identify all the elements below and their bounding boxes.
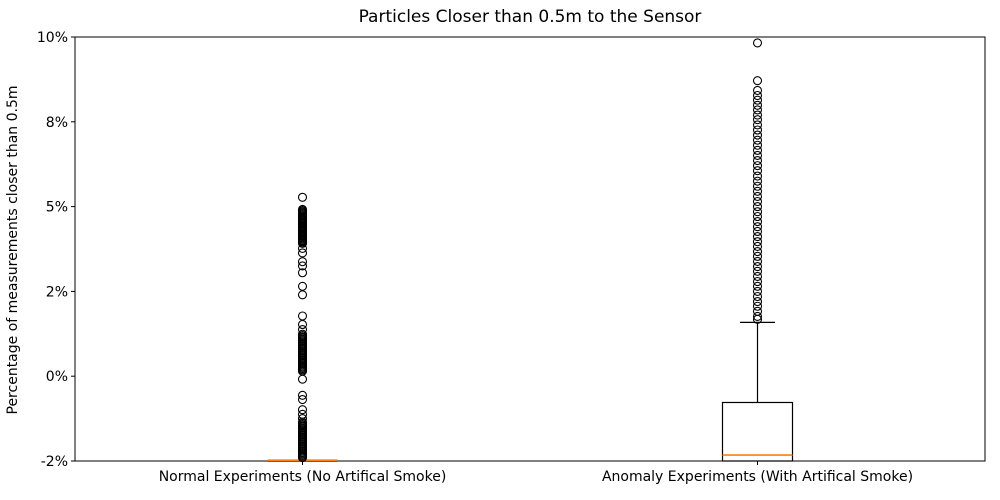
flier-point	[297, 390, 308, 400]
flier-point	[752, 271, 763, 281]
flier-point	[752, 100, 763, 110]
flier-point	[297, 268, 308, 278]
flier-point	[752, 266, 763, 276]
flier-point	[297, 405, 308, 415]
flier-point	[752, 145, 763, 155]
flier-point	[752, 222, 763, 232]
flier-point	[752, 311, 763, 321]
flier-point	[752, 314, 763, 324]
flier-point	[297, 311, 308, 321]
flier-point	[752, 241, 763, 252]
flier-point	[752, 291, 763, 302]
flier-point	[752, 232, 763, 242]
flier-point	[752, 176, 763, 186]
x-tick-label: Normal Experiments (No Artifical Smoke)	[159, 469, 447, 485]
y-tick-label: 10%	[37, 30, 68, 46]
flier-point	[752, 85, 763, 95]
flier-point	[752, 135, 763, 145]
flier-point	[297, 290, 308, 300]
flier-point	[752, 301, 763, 311]
y-tick-label: 0%	[46, 369, 68, 385]
flier-point	[752, 76, 763, 86]
flier-point	[752, 202, 763, 212]
y-tick-label: 8%	[46, 115, 68, 131]
flier-point	[752, 95, 763, 105]
flier-point	[752, 286, 763, 296]
flier-point	[752, 181, 763, 191]
flier-point	[297, 248, 308, 258]
flier-point	[297, 238, 308, 248]
flier-point	[752, 251, 763, 261]
flier-point	[752, 297, 763, 307]
flier-point	[752, 237, 763, 247]
flier-point	[297, 319, 308, 330]
flier-point	[752, 281, 763, 291]
flier-point	[752, 196, 763, 207]
flier-point	[752, 276, 763, 287]
flier-point	[297, 394, 308, 405]
flier-point	[297, 453, 308, 463]
flier-point	[752, 256, 763, 266]
y-tick-label: -2%	[41, 454, 68, 470]
flier-point	[297, 192, 308, 202]
boxplot-box	[721, 401, 794, 462]
flier-point	[752, 171, 763, 181]
flier-point	[752, 186, 763, 196]
x-tick-label: Anomaly Experiments (With Artifical Smok…	[602, 469, 913, 485]
flier-point	[297, 281, 308, 291]
y-tick-label: 5%	[46, 200, 68, 216]
flier-point	[752, 125, 763, 135]
flier-point	[752, 105, 763, 115]
flier-point	[752, 261, 763, 272]
flier-point	[752, 140, 763, 150]
flier-point	[752, 110, 763, 120]
flier-point	[752, 217, 763, 227]
flier-point	[297, 261, 308, 271]
y-tick-label: 2%	[46, 284, 68, 300]
flier-point	[297, 374, 308, 384]
flier-point	[752, 161, 763, 171]
flier-point	[297, 257, 308, 267]
flier-point	[752, 191, 763, 201]
flier-point	[752, 130, 763, 140]
flier-point	[752, 150, 763, 160]
flier-point	[752, 115, 763, 125]
flier-point	[752, 207, 763, 217]
flier-point	[752, 120, 763, 130]
flier-point	[752, 226, 763, 237]
flier-point	[752, 211, 763, 222]
flier-point	[752, 90, 763, 101]
flier-point	[297, 243, 308, 253]
flier-point	[752, 246, 763, 257]
chart-title: Particles Closer than 0.5m to the Sensor	[358, 7, 702, 27]
axes-frame	[74, 36, 986, 462]
flier-point	[752, 166, 763, 176]
flier-point	[752, 155, 763, 166]
flier-point	[752, 38, 763, 48]
